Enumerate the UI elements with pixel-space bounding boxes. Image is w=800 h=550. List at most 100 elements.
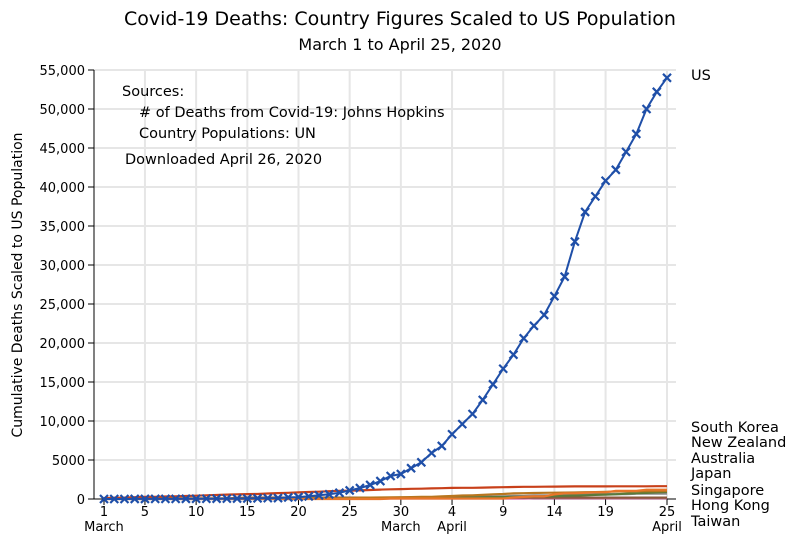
data-point-marker xyxy=(529,321,539,331)
data-point-marker xyxy=(621,147,631,157)
x-tick-label: 15 xyxy=(239,505,256,520)
x-tick-label: 5 xyxy=(141,505,149,520)
data-point-marker xyxy=(150,494,160,504)
data-point-marker xyxy=(129,494,140,504)
y-tick-label: 30,000 xyxy=(40,259,86,274)
end-label-us: US xyxy=(691,68,711,84)
data-point-marker xyxy=(396,469,406,479)
x-tick-label: 9 xyxy=(499,505,507,520)
y-tick-label: 25,000 xyxy=(40,298,86,313)
data-point-marker xyxy=(232,493,242,504)
data-point-marker xyxy=(477,395,488,405)
data-point-marker xyxy=(201,493,212,504)
y-tick-label: 50,000 xyxy=(40,103,86,118)
data-point-marker xyxy=(508,349,519,360)
end-label-taiwan: Taiwan xyxy=(690,514,740,530)
data-point-marker xyxy=(651,87,662,97)
y-tick-label: 35,000 xyxy=(40,220,86,235)
data-point-marker xyxy=(518,333,529,344)
data-point-marker xyxy=(498,363,508,374)
data-point-marker xyxy=(355,483,365,493)
data-point-marker xyxy=(416,457,427,468)
data-point-marker xyxy=(344,485,355,496)
data-point-marker xyxy=(170,494,181,504)
y-tick-label: 55,000 xyxy=(40,64,86,79)
data-point-marker xyxy=(242,493,253,504)
x-tick-sublabel: March xyxy=(84,520,124,535)
data-point-marker xyxy=(303,491,314,502)
data-point-marker xyxy=(641,104,652,114)
x-tick-label: 4 xyxy=(448,505,456,520)
data-point-marker xyxy=(160,494,171,504)
x-tick-label: 1 xyxy=(100,505,108,520)
data-point-marker xyxy=(222,493,232,504)
series-group xyxy=(99,73,672,504)
y-tick-label: 5000 xyxy=(52,454,85,469)
data-point-marker xyxy=(539,310,549,320)
data-point-marker xyxy=(109,494,120,504)
data-point-marker xyxy=(549,291,560,301)
x-tick-label: 19 xyxy=(597,505,614,520)
end-label-singapore: Singapore xyxy=(691,483,764,499)
y-tick-label: 0 xyxy=(77,493,85,508)
x-tick-label: 14 xyxy=(546,505,563,520)
sources-annotation: Sources: # of Deaths from Covid-19: John… xyxy=(122,84,445,168)
data-point-marker xyxy=(590,191,601,202)
data-point-marker xyxy=(457,419,468,429)
data-point-marker xyxy=(211,493,222,504)
data-point-marker xyxy=(406,463,416,473)
data-point-marker xyxy=(662,73,672,83)
data-point-marker xyxy=(99,494,109,504)
sources-heading: Sources: xyxy=(122,84,184,100)
data-point-marker xyxy=(580,207,590,217)
data-point-marker xyxy=(334,487,345,498)
x-tick-label: 25 xyxy=(659,505,676,520)
data-point-marker xyxy=(385,471,396,481)
data-point-marker xyxy=(600,175,611,186)
data-point-marker xyxy=(181,494,191,504)
x-tick-label: 30 xyxy=(393,505,410,520)
data-point-marker xyxy=(324,489,334,500)
end-label-hong-kong: Hong Kong xyxy=(691,498,770,514)
grid xyxy=(94,69,676,499)
x-tick-label: 25 xyxy=(341,505,358,520)
data-point-marker xyxy=(191,494,201,504)
x-tick-label: 10 xyxy=(188,505,205,520)
end-label-australia: Australia xyxy=(691,451,755,467)
x-tick-label: 20 xyxy=(290,505,307,520)
data-point-marker xyxy=(375,476,386,486)
data-point-marker xyxy=(467,409,478,419)
series-us xyxy=(99,73,672,504)
y-tick-label: 15,000 xyxy=(40,376,86,391)
data-point-marker xyxy=(273,493,283,503)
x-tick-sublabel: March xyxy=(381,520,421,535)
source-population: Country Populations: UN xyxy=(139,126,316,142)
y-tick-label: 45,000 xyxy=(40,142,86,157)
data-point-marker xyxy=(365,480,375,490)
data-point-marker xyxy=(570,236,580,247)
data-point-marker xyxy=(283,492,294,503)
y-tick-label: 40,000 xyxy=(40,181,86,196)
y-tick-label: 20,000 xyxy=(40,337,86,352)
x-tick-sublabel: April xyxy=(437,520,467,535)
data-point-marker xyxy=(631,129,642,139)
end-label-south-korea: South Korea xyxy=(691,420,779,436)
source-deaths: # of Deaths from Covid-19: Johns Hopkins xyxy=(139,105,445,121)
data-point-marker xyxy=(426,448,437,458)
data-point-marker xyxy=(611,165,621,175)
data-point-marker xyxy=(119,494,130,504)
data-point-marker xyxy=(314,490,324,501)
end-label-japan: Japan xyxy=(690,466,731,482)
data-point-marker xyxy=(140,494,150,504)
data-point-marker xyxy=(447,429,457,440)
x-tick-sublabel: April xyxy=(652,520,682,535)
data-point-marker xyxy=(559,271,570,282)
y-ticks: 0 5000 10,000 15,000 20,000 25,000 30,000 35,00… xyxy=(40,64,94,508)
y-axis-title: Cumulative Deaths Scaled to US Populatio… xyxy=(10,132,26,437)
data-point-marker xyxy=(488,379,498,390)
series-line-us xyxy=(104,77,668,500)
data-point-marker xyxy=(252,493,263,504)
